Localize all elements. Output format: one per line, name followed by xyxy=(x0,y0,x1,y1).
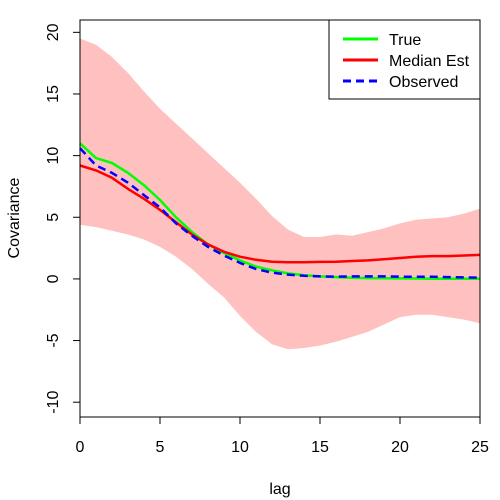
x-tick-label: 5 xyxy=(156,439,165,456)
x-axis-label: lag xyxy=(269,481,290,498)
x-tick-label: 20 xyxy=(391,439,409,456)
legend: True Median Est Observed xyxy=(328,19,481,100)
y-tick-label: -5 xyxy=(45,333,62,347)
x-tick-label: 10 xyxy=(231,439,249,456)
x-tick-label: 0 xyxy=(76,439,85,456)
y-tick-label: -10 xyxy=(45,391,62,414)
y-tick-label: 0 xyxy=(45,274,62,283)
y-tick-label: 10 xyxy=(45,147,62,165)
x-axis: 0 5 10 15 20 25 xyxy=(76,416,489,456)
series-line-observed xyxy=(79,147,481,279)
confidence-band xyxy=(80,38,480,350)
x-tick-label: 25 xyxy=(471,439,489,456)
legend-label: Median Est xyxy=(389,53,470,70)
series-line-true xyxy=(79,142,480,281)
x-tick-label: 15 xyxy=(311,439,329,456)
y-tick-label: 20 xyxy=(45,23,62,41)
y-axis-label: Covariance xyxy=(6,177,23,258)
series-line-median-est xyxy=(79,164,481,264)
y-tick-label: 5 xyxy=(45,213,62,222)
series-layer xyxy=(79,142,481,281)
y-axis: -10 -5 0 5 10 15 20 xyxy=(45,23,81,414)
confidence-band-layer xyxy=(80,38,480,350)
y-tick-label: 15 xyxy=(45,85,62,103)
legend-label: Observed xyxy=(389,74,458,91)
legend-label: True xyxy=(389,32,421,49)
